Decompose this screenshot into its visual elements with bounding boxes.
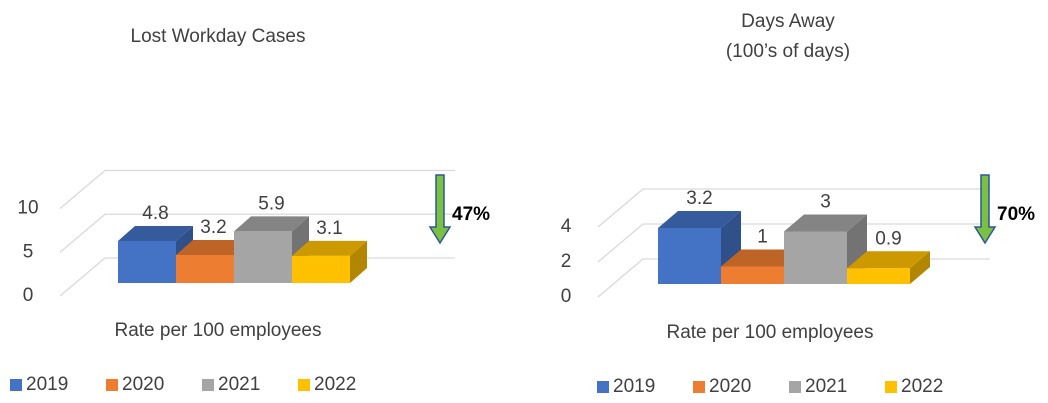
annotation: 70% <box>997 204 1035 225</box>
bar-top <box>784 214 867 232</box>
data-label: 3 <box>820 192 831 213</box>
chart: Days Away (100’s of days) 0 2 4 3.2 2019 1 2020 3… <box>561 11 1035 397</box>
y-tick-label: 2 <box>561 251 572 272</box>
bar-front <box>847 268 910 284</box>
grid-line <box>59 213 455 253</box>
bar-front <box>784 231 847 284</box>
chart: Lost Workday Cases 0 5 10 4.8 2019 3.2 2020 5.9 2… <box>10 26 490 395</box>
bar-top <box>292 240 367 256</box>
legend-label: 2020 <box>709 376 751 397</box>
data-label: 3.2 <box>686 188 712 209</box>
bar-front <box>118 241 176 283</box>
legend-label: 2019 <box>613 376 655 397</box>
bar-top <box>847 251 930 269</box>
bar-front <box>176 255 234 283</box>
y-tick-label: 10 <box>17 198 38 219</box>
y-tick-label: 0 <box>561 286 572 307</box>
bar-front <box>721 266 784 284</box>
bar-top <box>721 249 804 267</box>
bar-top <box>118 226 193 241</box>
chart-title: Days Away <box>741 11 835 32</box>
bar-top <box>176 240 251 255</box>
legend-swatch <box>202 379 214 391</box>
x-axis-label: Rate per 100 employees <box>114 320 321 341</box>
legend-label: 2019 <box>26 374 68 395</box>
chart-title: Lost Workday Cases <box>131 26 306 47</box>
legend-swatch <box>693 381 705 393</box>
legend-swatch <box>885 381 897 393</box>
bar-front <box>292 255 350 283</box>
legend-swatch <box>597 381 609 393</box>
grid-line <box>597 188 990 228</box>
annotation: 47% <box>452 204 490 225</box>
legend-label: 2022 <box>901 376 943 397</box>
grid-line <box>59 169 455 209</box>
data-label: 3.1 <box>316 218 342 239</box>
data-label: 0.9 <box>875 228 901 249</box>
bar <box>292 240 367 283</box>
legend-label: 2021 <box>805 376 847 397</box>
legend-label: 2022 <box>314 374 356 395</box>
legend-swatch <box>789 381 801 393</box>
data-label: 4.8 <box>142 203 168 224</box>
y-tick-label: 5 <box>23 241 34 262</box>
y-tick-label: 0 <box>23 285 34 306</box>
y-tick-label: 4 <box>561 216 572 237</box>
bar <box>847 251 930 284</box>
legend-swatch <box>106 379 118 391</box>
arrow <box>973 174 997 245</box>
bar-side <box>910 251 930 284</box>
legend-swatch <box>298 379 310 391</box>
chart-subtitle: (100’s of days) <box>726 41 850 62</box>
legend-label: 2020 <box>122 374 164 395</box>
bar-side <box>350 240 367 283</box>
data-label: 3.2 <box>200 217 226 238</box>
x-axis-label: Rate per 100 employees <box>666 322 873 343</box>
bar-top <box>234 216 309 232</box>
legend-label: 2021 <box>218 374 260 395</box>
data-label: 1 <box>757 227 768 248</box>
bar-top <box>658 211 741 228</box>
bar-front <box>658 228 721 284</box>
data-label: 5.9 <box>258 193 284 214</box>
legend-swatch <box>10 379 22 391</box>
bar-front <box>234 231 292 283</box>
grid-line <box>597 223 990 263</box>
arrow <box>428 174 452 245</box>
